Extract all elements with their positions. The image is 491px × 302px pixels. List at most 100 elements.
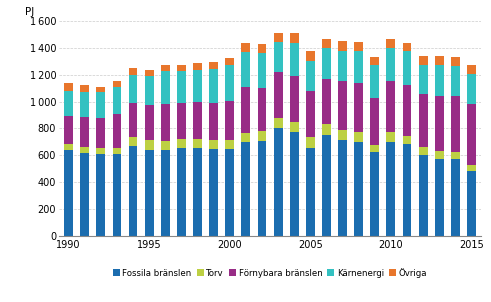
Bar xyxy=(322,39,331,48)
Bar xyxy=(193,102,202,139)
Bar xyxy=(355,132,363,142)
Bar xyxy=(96,149,105,155)
Bar xyxy=(161,141,170,150)
Bar xyxy=(338,82,347,130)
Bar xyxy=(435,159,444,236)
Text: PJ: PJ xyxy=(25,7,34,17)
Bar xyxy=(129,146,137,236)
Bar xyxy=(306,61,315,92)
Legend: Fossila bränslen, Torv, Förnybara bränslen, Kärnenergi, Övriga: Fossila bränslen, Torv, Förnybara bränsl… xyxy=(113,268,427,278)
Bar xyxy=(64,83,73,91)
Bar xyxy=(419,65,428,94)
Bar xyxy=(403,85,411,136)
Bar xyxy=(96,88,105,92)
Bar xyxy=(193,63,202,70)
Bar xyxy=(209,140,218,149)
Bar xyxy=(242,88,250,133)
Bar xyxy=(435,95,444,151)
Bar xyxy=(306,149,315,236)
Bar xyxy=(177,65,186,71)
Bar xyxy=(177,103,186,139)
Bar xyxy=(258,131,267,141)
Bar xyxy=(322,79,331,124)
Bar xyxy=(290,122,299,132)
Bar xyxy=(193,70,202,102)
Bar xyxy=(64,116,73,144)
Bar xyxy=(242,52,250,88)
Bar xyxy=(242,43,250,52)
Bar xyxy=(467,165,476,171)
Bar xyxy=(80,92,89,117)
Bar xyxy=(290,33,299,43)
Bar xyxy=(80,117,89,147)
Bar xyxy=(419,94,428,147)
Bar xyxy=(96,92,105,117)
Bar xyxy=(112,88,121,114)
Bar xyxy=(435,151,444,159)
Bar xyxy=(467,74,476,104)
Bar xyxy=(370,98,379,145)
Bar xyxy=(145,150,154,236)
Bar xyxy=(258,44,267,53)
Bar xyxy=(435,65,444,95)
Bar xyxy=(112,82,121,88)
Bar xyxy=(306,51,315,61)
Bar xyxy=(129,103,137,137)
Bar xyxy=(451,66,460,95)
Bar xyxy=(80,147,89,153)
Bar xyxy=(129,75,137,103)
Bar xyxy=(209,69,218,103)
Bar xyxy=(96,155,105,236)
Bar xyxy=(177,149,186,236)
Bar xyxy=(403,51,411,85)
Bar xyxy=(322,48,331,79)
Bar xyxy=(177,71,186,103)
Bar xyxy=(161,150,170,236)
Bar xyxy=(145,76,154,105)
Bar xyxy=(451,152,460,159)
Bar xyxy=(273,72,282,117)
Bar xyxy=(370,145,379,153)
Bar xyxy=(419,147,428,155)
Bar xyxy=(386,48,395,82)
Bar xyxy=(209,103,218,140)
Bar xyxy=(451,95,460,152)
Bar xyxy=(225,58,234,65)
Bar xyxy=(322,135,331,236)
Bar xyxy=(129,68,137,75)
Bar xyxy=(355,51,363,83)
Bar xyxy=(338,51,347,82)
Bar xyxy=(273,128,282,236)
Bar xyxy=(112,155,121,236)
Bar xyxy=(386,142,395,236)
Bar xyxy=(177,139,186,149)
Bar xyxy=(225,149,234,236)
Bar xyxy=(355,83,363,132)
Bar xyxy=(370,153,379,236)
Bar xyxy=(370,57,379,65)
Bar xyxy=(273,117,282,128)
Bar xyxy=(64,144,73,150)
Bar xyxy=(145,70,154,76)
Bar xyxy=(338,140,347,236)
Bar xyxy=(355,42,363,51)
Bar xyxy=(403,43,411,51)
Bar xyxy=(64,91,73,116)
Bar xyxy=(273,33,282,42)
Bar xyxy=(225,101,234,140)
Bar xyxy=(96,117,105,149)
Bar xyxy=(290,132,299,236)
Bar xyxy=(338,41,347,51)
Bar xyxy=(355,142,363,236)
Bar xyxy=(338,130,347,140)
Bar xyxy=(145,140,154,150)
Bar xyxy=(258,141,267,236)
Bar xyxy=(451,57,460,66)
Bar xyxy=(161,104,170,141)
Bar xyxy=(193,149,202,236)
Bar xyxy=(306,137,315,149)
Bar xyxy=(80,153,89,236)
Bar xyxy=(386,39,395,48)
Bar xyxy=(225,65,234,101)
Bar xyxy=(145,105,154,140)
